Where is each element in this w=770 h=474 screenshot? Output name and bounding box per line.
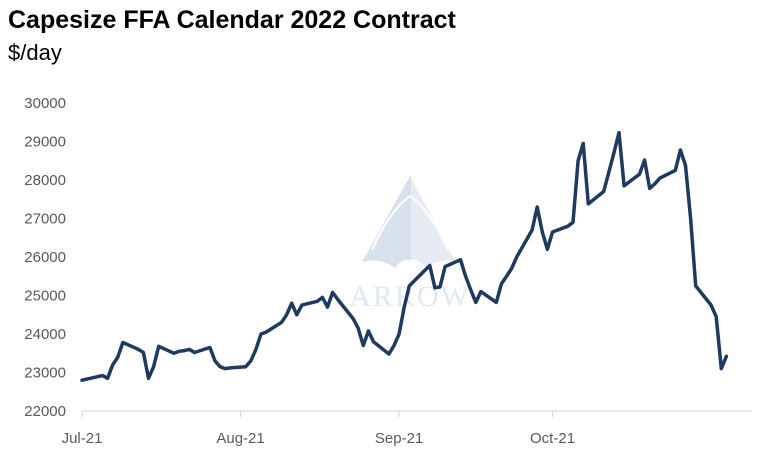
y-tick-label: 29000 xyxy=(24,134,66,151)
chart-unit-label: $/day xyxy=(8,40,62,65)
x-tick-label: Sep-21 xyxy=(375,430,423,447)
y-tick-label: 30000 xyxy=(24,95,66,112)
x-tick-label: Oct-21 xyxy=(530,430,575,447)
x-tick-label: Aug-21 xyxy=(216,430,264,447)
series-layer xyxy=(80,130,729,382)
y-tick-label: 26000 xyxy=(24,249,66,266)
y-tick-label: 22000 xyxy=(24,403,66,420)
y-tick-label: 27000 xyxy=(24,211,66,228)
chart-title: Capesize FFA Calendar 2022 Contract xyxy=(8,6,456,34)
y-tick-label: 25000 xyxy=(24,288,66,305)
y-tick-label: 23000 xyxy=(24,365,66,382)
x-tick-label: Jul-21 xyxy=(62,430,103,447)
y-tick-label: 28000 xyxy=(24,172,66,189)
y-axis: 22000 23000 24000 25000 26000 27000 28000 29000… xyxy=(24,95,66,420)
x-axis: Jul-21 Aug-21 Sep-21 Oct-21 xyxy=(62,410,752,447)
y-tick-label: 24000 xyxy=(24,326,66,343)
arrow-logo-watermark: ARROW xyxy=(349,176,469,313)
series-line xyxy=(80,130,729,382)
